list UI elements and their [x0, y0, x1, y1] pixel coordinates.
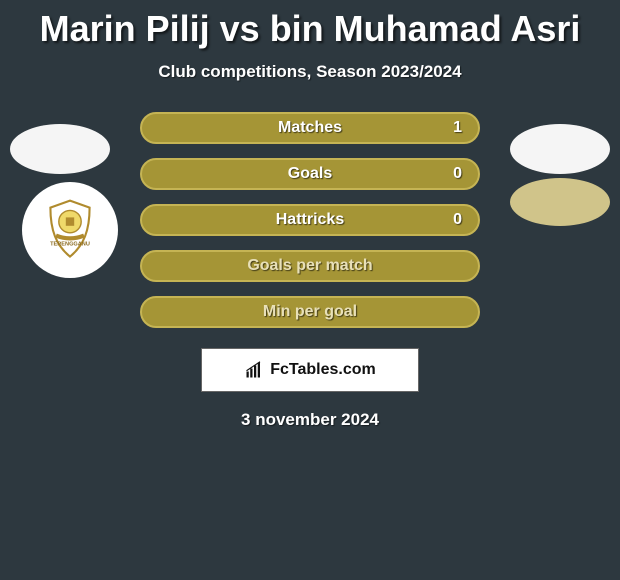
- comparison-content: TERENGGANU Matches 1 Goals 0 Hattricks 0…: [0, 112, 620, 430]
- player-left-badge-1: [10, 124, 110, 174]
- stat-label: Matches: [278, 119, 342, 137]
- stat-label: Goals: [288, 165, 332, 183]
- chart-icon: [244, 361, 264, 379]
- stats-list: Matches 1 Goals 0 Hattricks 0 Goals per …: [140, 112, 480, 328]
- club-badge-left: TERENGGANU: [22, 182, 118, 278]
- club-crest-icon: TERENGGANU: [35, 195, 105, 265]
- stat-label: Goals per match: [247, 257, 372, 275]
- stat-value: 1: [453, 119, 462, 137]
- page-title: Marin Pilij vs bin Muhamad Asri: [0, 0, 620, 50]
- stat-row-goals-per-match: Goals per match: [140, 250, 480, 282]
- stat-label: Hattricks: [276, 211, 344, 229]
- stat-label: Min per goal: [263, 303, 357, 321]
- stat-row-min-per-goal: Min per goal: [140, 296, 480, 328]
- subtitle: Club competitions, Season 2023/2024: [0, 62, 620, 82]
- stat-value: 0: [453, 165, 462, 183]
- player-right-badge-2: [510, 178, 610, 226]
- brand-text: FcTables.com: [270, 361, 376, 379]
- stat-value: 0: [453, 211, 462, 229]
- stat-row-goals: Goals 0: [140, 158, 480, 190]
- brand-box: FcTables.com: [201, 348, 419, 392]
- stat-row-hattricks: Hattricks 0: [140, 204, 480, 236]
- date-text: 3 november 2024: [0, 410, 620, 430]
- stat-row-matches: Matches 1: [140, 112, 480, 144]
- svg-text:TERENGGANU: TERENGGANU: [50, 241, 90, 247]
- player-right-badge-1: [510, 124, 610, 174]
